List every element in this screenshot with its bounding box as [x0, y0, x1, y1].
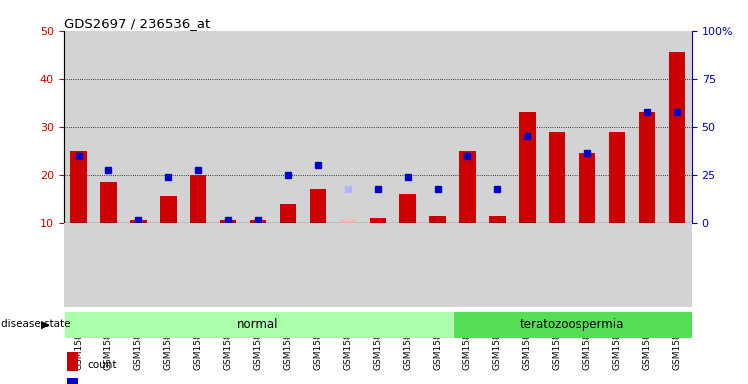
- Bar: [94, 31, 123, 223]
- Bar: [303, 31, 333, 223]
- Bar: [519, 112, 536, 223]
- Bar: [542, 31, 572, 223]
- Bar: [662, 31, 692, 223]
- Bar: [213, 31, 243, 223]
- Bar: [393, 31, 423, 223]
- Bar: [399, 194, 416, 223]
- Text: disease state: disease state: [1, 319, 70, 329]
- Bar: [572, 31, 602, 223]
- Bar: [333, 31, 363, 223]
- Bar: [123, 31, 153, 223]
- Bar: [639, 112, 655, 223]
- Bar: [423, 31, 453, 223]
- Bar: [220, 220, 236, 223]
- Text: count: count: [88, 360, 117, 370]
- Bar: [243, 31, 273, 223]
- Bar: [70, 151, 87, 223]
- Bar: [602, 31, 632, 223]
- Bar: [64, 311, 453, 338]
- Bar: [100, 182, 117, 223]
- Bar: [310, 189, 326, 223]
- Bar: [579, 153, 595, 223]
- Bar: [632, 31, 662, 223]
- Bar: [190, 175, 206, 223]
- Bar: [459, 151, 476, 223]
- Bar: [153, 31, 183, 223]
- Bar: [453, 311, 692, 338]
- Bar: [160, 196, 177, 223]
- Bar: [250, 220, 266, 223]
- Bar: [67, 352, 78, 371]
- Bar: [340, 220, 356, 223]
- Bar: [280, 204, 296, 223]
- Bar: [549, 131, 565, 223]
- Bar: [482, 31, 512, 223]
- Bar: [273, 31, 303, 223]
- Bar: [183, 31, 213, 223]
- Bar: [453, 31, 482, 223]
- Text: normal: normal: [237, 318, 279, 331]
- Bar: [512, 31, 542, 223]
- Bar: [64, 31, 94, 223]
- Bar: [130, 220, 147, 223]
- Bar: [340, 220, 356, 223]
- Bar: [669, 52, 685, 223]
- Bar: [370, 218, 386, 223]
- Text: GDS2697 / 236536_at: GDS2697 / 236536_at: [64, 17, 210, 30]
- Bar: [429, 215, 446, 223]
- Text: teratozoospermia: teratozoospermia: [520, 318, 625, 331]
- Bar: [609, 131, 625, 223]
- Bar: [67, 378, 78, 384]
- Bar: [489, 215, 506, 223]
- Text: ▶: ▶: [40, 319, 49, 329]
- Bar: [363, 31, 393, 223]
